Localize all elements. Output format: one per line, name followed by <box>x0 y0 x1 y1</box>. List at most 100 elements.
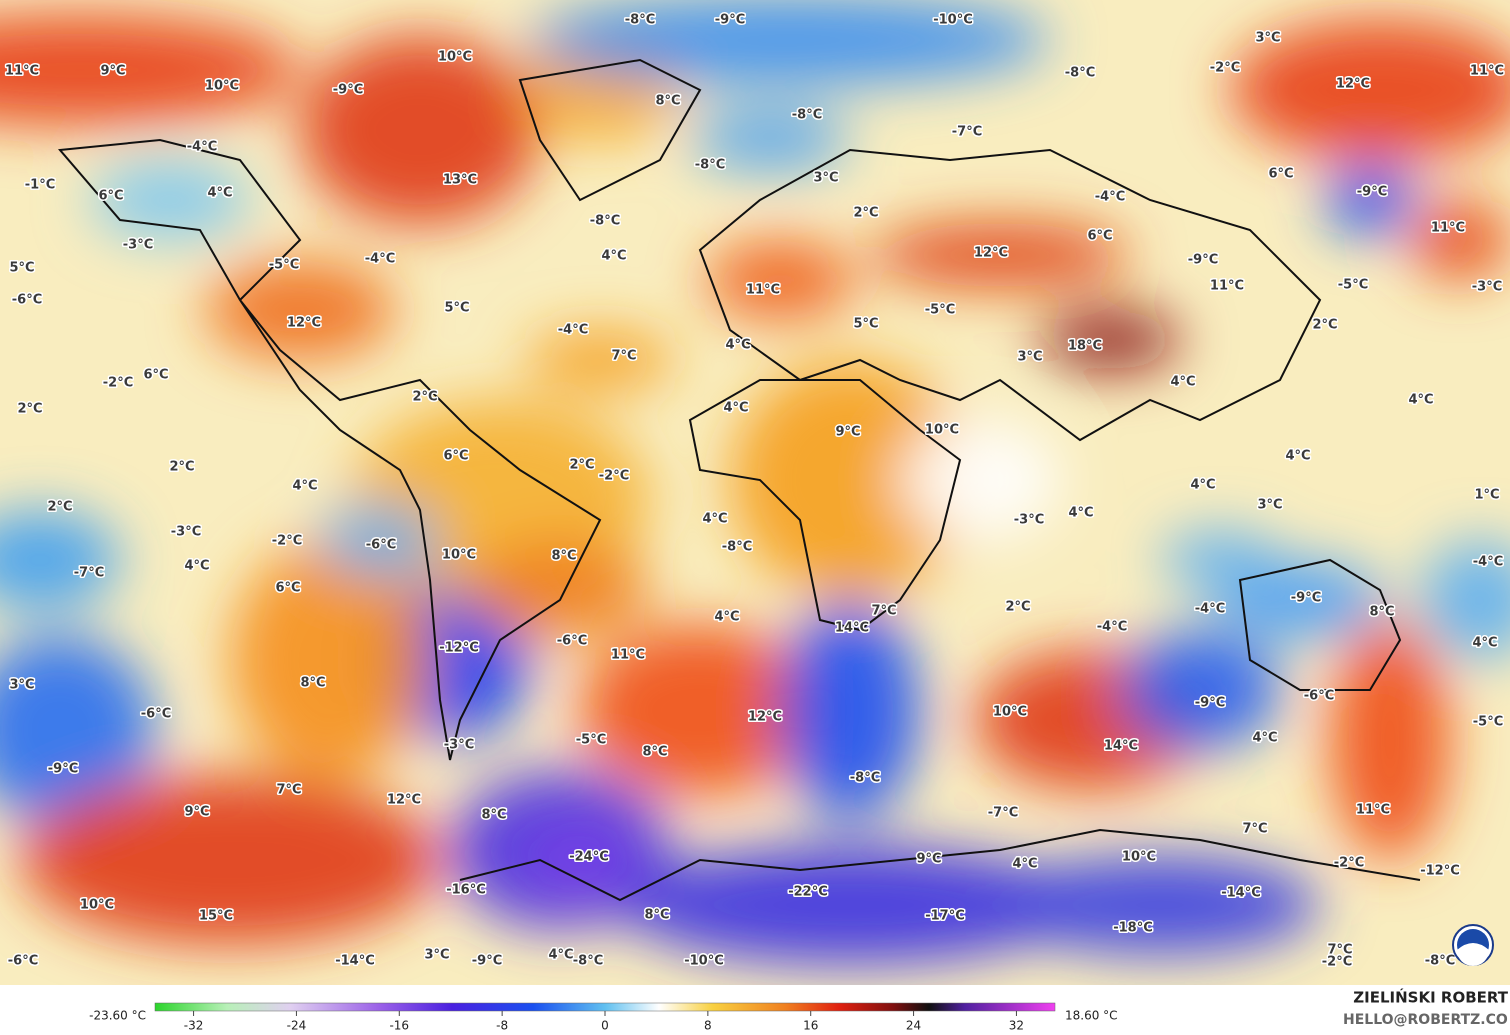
temperature-label: -14°C <box>335 954 375 969</box>
temperature-label: -8°C <box>625 13 655 28</box>
temperature-label: 10°C <box>438 50 472 65</box>
temperature-field <box>0 0 1510 985</box>
temperature-label: -6°C <box>366 538 396 553</box>
temperature-label: -8°C <box>1065 66 1095 81</box>
temperature-label: 14°C <box>1104 739 1138 754</box>
temperature-blob <box>1330 620 1450 860</box>
temperature-label: -7°C <box>74 566 104 581</box>
temperature-label: 11°C <box>5 64 39 79</box>
temperature-label: 9°C <box>916 852 941 867</box>
temperature-label: 2°C <box>169 460 194 475</box>
temperature-label: -3°C <box>171 525 201 540</box>
temperature-label: 3°C <box>424 948 449 963</box>
temperature-label: -4°C <box>1473 555 1503 570</box>
temperature-label: 10°C <box>993 705 1027 720</box>
temperature-blob <box>690 110 850 170</box>
temperature-label: 5°C <box>9 261 34 276</box>
temperature-label: 4°C <box>1408 393 1433 408</box>
temperature-label: -8°C <box>1425 954 1455 969</box>
temperature-label: -5°C <box>1473 715 1503 730</box>
temperature-label: -10°C <box>684 954 724 969</box>
temperature-label: 8°C <box>300 676 325 691</box>
temperature-label: -24°C <box>569 850 609 865</box>
temperature-label: 4°C <box>1068 506 1093 521</box>
temperature-label: 3°C <box>1257 498 1282 513</box>
temperature-label: 6°C <box>275 581 300 596</box>
temperature-label: -6°C <box>8 954 38 969</box>
temperature-label: 12°C <box>1336 77 1370 92</box>
temperature-label: 4°C <box>1252 731 1277 746</box>
temperature-label: -6°C <box>12 293 42 308</box>
temperature-blob <box>0 635 155 825</box>
temperature-blob <box>870 223 1130 287</box>
temperature-label: 2°C <box>412 390 437 405</box>
temperature-label: -2°C <box>1334 856 1364 871</box>
temperature-label: 8°C <box>551 549 576 564</box>
temperature-label: -2°C <box>272 534 302 549</box>
temperature-blob <box>230 540 430 780</box>
temperature-label: 3°C <box>1255 31 1280 46</box>
temperature-blob <box>470 540 650 640</box>
temperature-label: -14°C <box>1221 886 1261 901</box>
temperature-label: 1°C <box>1474 488 1499 503</box>
temperature-blob <box>525 330 675 390</box>
temperature-blob <box>320 505 440 575</box>
temperature-label: 3°C <box>9 678 34 693</box>
temperature-label: -9°C <box>1291 591 1321 606</box>
temperature-label: 4°C <box>1472 636 1497 651</box>
temperature-label: 11°C <box>1210 279 1244 294</box>
temperature-label: -8°C <box>573 954 603 969</box>
temperature-label: 4°C <box>548 948 573 963</box>
temperature-label: 7°C <box>871 604 896 619</box>
temperature-label: -8°C <box>850 771 880 786</box>
temperature-label: 10°C <box>205 79 239 94</box>
temperature-label: 15°C <box>199 909 233 924</box>
temperature-label: 9°C <box>835 425 860 440</box>
temperature-label: 11°C <box>1470 64 1504 79</box>
temperature-blob <box>90 160 250 240</box>
temperature-label: -9°C <box>1195 696 1225 711</box>
temperature-label: -18°C <box>1113 921 1153 936</box>
temperature-label: 7°C <box>611 349 636 364</box>
temperature-label: -6°C <box>141 707 171 722</box>
temperature-label: 7°C <box>1242 822 1267 837</box>
temperature-label: 2°C <box>1312 318 1337 333</box>
temperature-label: -4°C <box>187 140 217 155</box>
colorbar-tick-label: 0 <box>601 1019 609 1033</box>
temperature-label: 9°C <box>100 64 125 79</box>
temperature-label: 6°C <box>1087 229 1112 244</box>
temperature-label: 6°C <box>443 449 468 464</box>
temperature-label: -9°C <box>333 83 363 98</box>
colorbar-min: -23.60 °C <box>89 1009 146 1023</box>
temperature-label: 8°C <box>1369 605 1394 620</box>
author-name: ZIELIŃSKI ROBERT <box>1353 988 1508 1007</box>
temperature-label: -5°C <box>925 303 955 318</box>
temperature-label: -6°C <box>557 634 587 649</box>
temperature-label: -9°C <box>1188 253 1218 268</box>
temperature-blob <box>1230 20 1510 160</box>
temperature-label: 12°C <box>287 316 321 331</box>
temperature-label: -9°C <box>1357 185 1387 200</box>
temperature-label: 8°C <box>481 808 506 823</box>
temperature-label: 8°C <box>644 908 669 923</box>
temperature-blob <box>0 15 300 125</box>
temperature-label: 12°C <box>387 793 421 808</box>
colorbar-tick-label: 24 <box>906 1019 921 1033</box>
temperature-label: 11°C <box>746 283 780 298</box>
temperature-label: 12°C <box>748 710 782 725</box>
temperature-blob <box>0 510 120 610</box>
temperature-label: -4°C <box>1097 620 1127 635</box>
temperature-label: -2°C <box>1322 955 1352 970</box>
temperature-label: 4°C <box>723 401 748 416</box>
temperature-label: -8°C <box>695 158 725 173</box>
coastlines <box>57 58 1421 902</box>
temperature-label: 4°C <box>601 249 626 264</box>
temperature-label: 9°C <box>184 805 209 820</box>
temperature-label: 2°C <box>853 206 878 221</box>
temperature-label: 10°C <box>925 423 959 438</box>
temperature-label: 18°C <box>1068 339 1102 354</box>
temperature-blob <box>1000 855 1320 955</box>
temperature-label: 2°C <box>47 500 72 515</box>
colorbar-tick-label: 32 <box>1009 1019 1024 1033</box>
colorbar-tick-label: 16 <box>803 1019 818 1033</box>
